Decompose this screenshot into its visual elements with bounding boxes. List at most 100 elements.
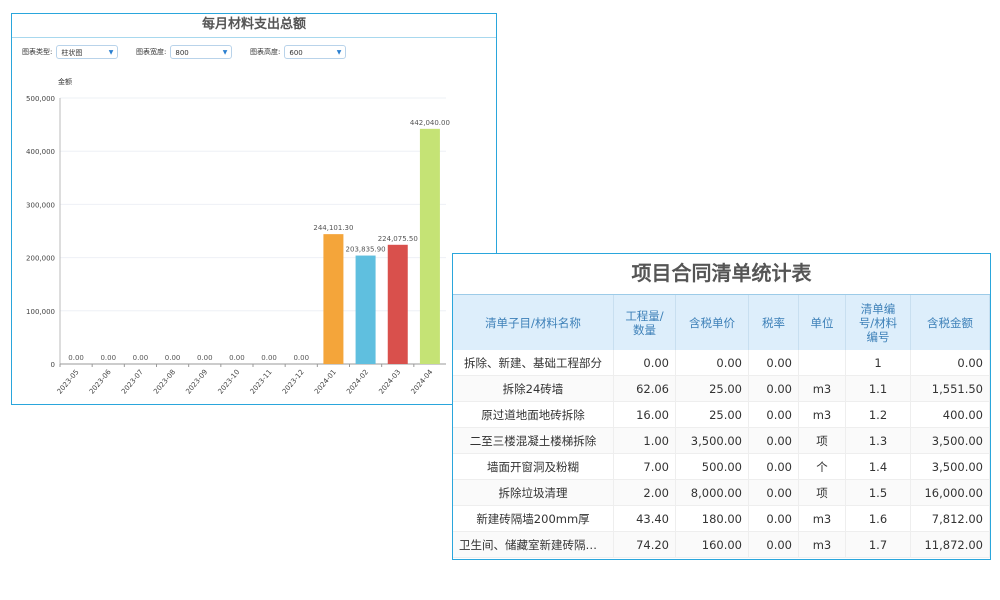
y-tick-label: 500,000 xyxy=(26,95,55,103)
x-tick-label: 2023-10 xyxy=(217,368,242,396)
chart-type-control: 图表类型: 柱状图 ▼ xyxy=(22,45,119,59)
chart-type-select[interactable]: 柱状图 ▼ xyxy=(56,45,119,59)
y-axis-label: 金额 xyxy=(58,77,72,86)
table-cell: 1.1 xyxy=(845,375,911,402)
table-cell: 7.00 xyxy=(613,453,676,480)
data-label: 0.00 xyxy=(68,354,84,362)
bar-2024-02[interactable] xyxy=(355,255,376,364)
y-tick-label: 100,000 xyxy=(26,308,55,316)
table-row[interactable]: 二至三楼混凝土楼梯拆除 1.00 3,500.00 0.00 项 1.3 3,500.00 xyxy=(453,427,990,454)
bar-chart: 金额 0 100,000 200,000 300,000 400,000 500,000 0.… xyxy=(26,77,450,396)
table-cell: 160.00 xyxy=(675,531,749,558)
data-label: 203,835.90 xyxy=(346,246,386,254)
table-row[interactable]: 墙面开窗洞及粉糊 7.00 500.00 0.00 个 1.4 3,500.00 xyxy=(453,453,990,480)
table-cell: 74.20 xyxy=(613,531,676,558)
table-row[interactable]: 新建砖隔墙200mm厚 43.40 180.00 0.00 m3 1.6 7,812.00 xyxy=(453,505,990,532)
data-label: 0.00 xyxy=(229,354,245,362)
table-cell: 3,500.00 xyxy=(910,427,990,454)
table-cell: 0.00 xyxy=(675,350,749,376)
table-cell: 7,812.00 xyxy=(910,505,990,532)
table-cell: 43.40 xyxy=(613,505,676,532)
table-cell: 0.00 xyxy=(613,350,676,376)
x-tick-label: 2023-05 xyxy=(56,368,81,396)
chart-width-control: 图表宽度: 800 ▼ xyxy=(136,45,233,59)
table-row[interactable]: 拆除、新建、基础工程部分 0.00 0.00 0.00 1 0.00 xyxy=(453,350,990,376)
table-cell: 1.00 xyxy=(613,427,676,454)
table-cell: 1.5 xyxy=(845,479,911,506)
bar-2024-01[interactable] xyxy=(323,234,344,364)
bar-2024-04[interactable] xyxy=(419,128,440,364)
table-cell: 新建砖隔墙200mm厚 xyxy=(453,505,614,532)
table-cell: 0.00 xyxy=(748,375,799,402)
table-cell: 二至三楼混凝土楼梯拆除 xyxy=(453,427,614,454)
column-header: 清单编号/材料编号 xyxy=(845,295,911,350)
table-cell: 25.00 xyxy=(675,401,749,428)
table-cell: 拆除、新建、基础工程部分 xyxy=(453,350,614,376)
table-cell: 1.2 xyxy=(845,401,911,428)
bar-2024-03[interactable] xyxy=(387,244,408,364)
chart-height-control: 图表高度: 600 ▼ xyxy=(250,45,347,59)
table-cell: 500.00 xyxy=(675,453,749,480)
table-cell: m3 xyxy=(798,531,846,558)
chart-height-label: 图表高度: xyxy=(250,48,281,56)
x-tick-label: 2023-11 xyxy=(249,368,274,396)
table-cell: 0.00 xyxy=(748,479,799,506)
data-label: 0.00 xyxy=(165,354,181,362)
table-cell: 3,500.00 xyxy=(675,427,749,454)
table-cell: 11,872.00 xyxy=(910,531,990,558)
table-row[interactable]: 原过道地面地砖拆除 16.00 25.00 0.00 m3 1.2 400.00 xyxy=(453,401,990,428)
column-header: 单位 xyxy=(798,295,846,350)
table-cell: 1,551.50 xyxy=(910,375,990,402)
x-tick-label: 2024-01 xyxy=(313,368,338,396)
data-label: 0.00 xyxy=(100,354,116,362)
table-cell: 原过道地面地砖拆除 xyxy=(453,401,614,428)
chart-width-select[interactable]: 800 ▼ xyxy=(170,45,233,59)
table-cell: 项 xyxy=(798,479,846,506)
table-cell: 0.00 xyxy=(748,453,799,480)
data-label: 442,040.00 xyxy=(410,119,450,127)
table-row[interactable]: 拆除24砖墙 62.06 25.00 0.00 m3 1.1 1,551.50 xyxy=(453,375,990,402)
table-cell: 400.00 xyxy=(910,401,990,428)
column-header: 工程量/数量 xyxy=(613,295,676,350)
x-tick-label: 2023-12 xyxy=(281,368,306,396)
x-tick-label: 2024-02 xyxy=(345,368,370,396)
table-cell: 180.00 xyxy=(675,505,749,532)
table-cell: m3 xyxy=(798,505,846,532)
table-cell: 1.4 xyxy=(845,453,911,480)
table-cell: 拆除24砖墙 xyxy=(453,375,614,402)
table-cell: 25.00 xyxy=(675,375,749,402)
column-header: 含税金额 xyxy=(910,295,990,350)
table-cell: 墙面开窗洞及粉糊 xyxy=(453,453,614,480)
x-tick-label: 2024-03 xyxy=(377,368,402,396)
y-tick-label: 200,000 xyxy=(26,255,55,263)
table-row[interactable]: 拆除垃圾清理 2.00 8,000.00 0.00 项 1.5 16,000.00 xyxy=(453,479,990,506)
column-header: 税率 xyxy=(748,295,799,350)
table-title: 项目合同清单统计表 xyxy=(453,254,990,295)
table-cell: 卫生间、储藏室新建砖隔墙100mm厚 xyxy=(453,531,614,558)
y-tick-label: 400,000 xyxy=(26,148,55,156)
chart-height-select[interactable]: 600 ▼ xyxy=(284,45,347,59)
table-cell: 1 xyxy=(845,350,911,376)
table-cell: 项 xyxy=(798,427,846,454)
table-row[interactable]: 卫生间、储藏室新建砖隔墙100mm厚74.20160.000.00m31.711… xyxy=(453,531,990,558)
table-cell: 个 xyxy=(798,453,846,480)
column-header: 清单子目/材料名称 xyxy=(453,295,614,350)
table-cell: m3 xyxy=(798,375,846,402)
data-label: 0.00 xyxy=(261,354,277,362)
table-cell: 16,000.00 xyxy=(910,479,990,506)
y-tick-label: 300,000 xyxy=(26,201,55,209)
table-panel: 项目合同清单统计表 清单子目/材料名称 工程量/数量 含税单价 税率 单位 清单编号/材料… xyxy=(452,253,991,560)
x-tick-label: 2023-07 xyxy=(120,368,145,396)
table-cell: 0.00 xyxy=(748,401,799,428)
chart-title: 每月材料支出总额 xyxy=(12,14,496,38)
x-tick-label: 2023-06 xyxy=(88,368,113,396)
y-tick-label: 0 xyxy=(51,361,55,369)
table-cell: 1.7 xyxy=(845,531,911,558)
table-cell: 0.00 xyxy=(748,427,799,454)
x-tick-label: 2024-04 xyxy=(410,368,435,396)
table-cell: 0.00 xyxy=(748,350,799,376)
table-cell: 0.00 xyxy=(910,350,990,376)
data-label: 0.00 xyxy=(293,354,309,362)
table-cell: 2.00 xyxy=(613,479,676,506)
chart-panel: 每月材料支出总额 金额 0 100,000 200,000 300,000 400,000… xyxy=(11,13,497,405)
